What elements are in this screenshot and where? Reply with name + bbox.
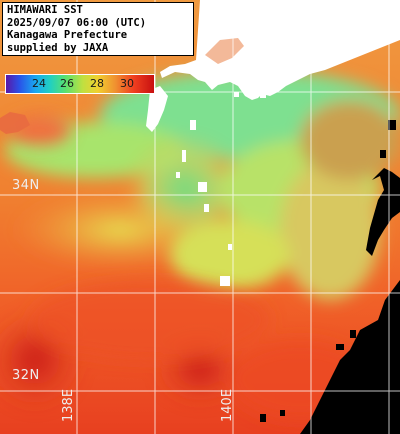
colorbar-tick: 28 — [90, 77, 104, 90]
colorbar-tick: 26 — [60, 77, 74, 90]
lon-label-140e: 140E — [220, 388, 235, 422]
caption-datetime: 2025/09/07 06:00 (UTC) — [7, 16, 147, 29]
colorbar-tick: 30 — [120, 77, 134, 90]
caption-region: Kanagawa Prefecture — [7, 29, 128, 42]
lat-label-32n: 32N — [12, 368, 40, 383]
no-data-region — [260, 120, 400, 434]
lon-label-138e: 138E — [61, 388, 76, 422]
lat-label-34n: 34N — [12, 178, 40, 193]
caption-credit: supplied by JAXA — [7, 41, 109, 54]
colorbar-tick: 24 — [32, 77, 46, 90]
map-caption: HIMAWARI SST 2025/09/07 06:00 (UTC) Kana… — [2, 2, 194, 56]
sst-colorbar: 24 26 28 30 — [5, 74, 155, 94]
caption-title: HIMAWARI SST — [7, 4, 83, 16]
